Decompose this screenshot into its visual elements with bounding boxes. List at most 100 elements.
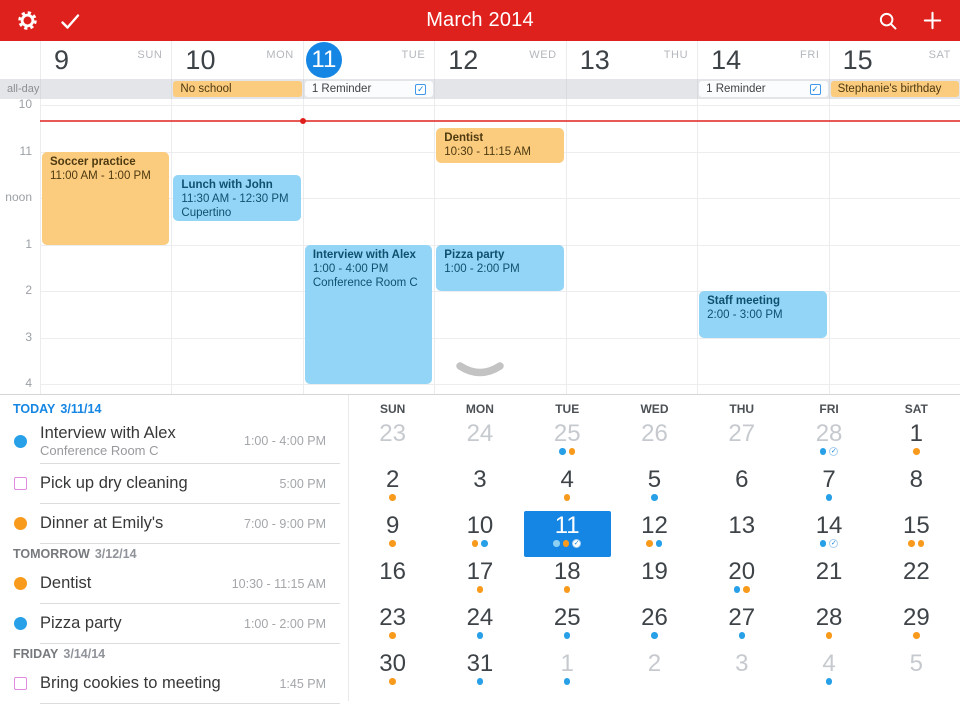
minical-day-selected[interactable]: 11 ✓ (523, 511, 611, 557)
day-header-wed[interactable]: 12 WED (434, 41, 565, 79)
event-time: 1:00 - 2:00 PM (444, 262, 520, 275)
agenda-item-time: 1:00 - 4:00 PM (244, 434, 326, 448)
day-column-line (171, 99, 173, 394)
day-header-sun[interactable]: 9 SUN (40, 41, 171, 79)
all-day-event-pill[interactable]: Stephanie's birthday (830, 81, 959, 97)
search-icon[interactable] (868, 0, 908, 41)
reminder-checkbox[interactable] (0, 477, 40, 490)
blue-dot-icon (563, 678, 571, 685)
agenda-separator (40, 463, 340, 464)
orange-dot-icon (471, 540, 479, 547)
day-header-fri[interactable]: 14 FRI (697, 41, 828, 79)
day-header-tue[interactable]: 11 TUE (302, 41, 434, 79)
minical-day[interactable]: 1 (524, 649, 611, 695)
minical-day[interactable]: 4 (524, 465, 611, 511)
minical-day[interactable]: 5 (873, 649, 960, 695)
agenda-item[interactable]: Pizza party 1:00 - 2:00 PM (0, 604, 348, 643)
all-day-event-pill[interactable]: No school (173, 81, 302, 97)
minical-day-number: 21 (815, 558, 843, 585)
minical-day-dots (611, 539, 698, 548)
reminders-check-icon[interactable] (50, 0, 90, 41)
event-block[interactable]: Dentist 10:30 - 11:15 AM (436, 128, 564, 164)
minical-day[interactable]: 20 (698, 557, 785, 603)
minical-day[interactable]: 17 (436, 557, 523, 603)
day-header-sat[interactable]: 15 SAT (828, 41, 960, 79)
reminder-checkbox-icon[interactable]: ✓ (809, 83, 821, 95)
agenda-item[interactable]: Dinner at Emily's 7:00 - 9:00 PM (0, 504, 348, 543)
minical-day-number: 18 (553, 558, 581, 585)
hour-gridline (40, 105, 960, 106)
drag-handle-icon[interactable] (452, 360, 508, 379)
minical-day[interactable]: 22 (873, 557, 960, 603)
minical-weekday-label: FRI (819, 402, 839, 416)
minical-day-dots (436, 539, 523, 548)
minical-day[interactable]: 26 (611, 419, 698, 465)
settings-gear-icon[interactable] (7, 0, 47, 41)
minical-day[interactable]: 3 (436, 465, 523, 511)
event-block[interactable]: Staff meeting 2:00 - 3:00 PM (699, 291, 827, 338)
minical-day[interactable]: 28 ✓ (785, 419, 872, 465)
event-block[interactable]: Lunch with John 11:30 AM - 12:30 PM Cupert… (173, 174, 301, 222)
agenda-item-text: Pick up dry cleaning (40, 474, 279, 493)
minical-day-number: 17 (466, 558, 494, 585)
agenda-section-label: TOMORROW (13, 547, 90, 561)
event-block[interactable]: Soccer practice 11:00 AM - 1:00 PM (42, 151, 170, 245)
reminder-checkbox[interactable] (0, 677, 40, 690)
minical-week-row: 16 17 18 19 20 21 22 (349, 557, 960, 603)
event-block[interactable]: Pizza party 1:00 - 2:00 PM (436, 244, 564, 291)
minical-weekday-row: SUN MON TUE WED THU FRI SAT (349, 399, 960, 419)
minical-day[interactable]: 31 (436, 649, 523, 695)
minical-day[interactable]: 7 (785, 465, 872, 511)
minical-day[interactable]: 26 (611, 603, 698, 649)
minical-day[interactable]: 8 (873, 465, 960, 511)
minical-day[interactable]: 10 (436, 511, 523, 557)
minical-day-number: 30 (379, 650, 406, 677)
day-header-mon[interactable]: 10 MON (171, 41, 302, 79)
minical-day[interactable]: 4 (785, 649, 872, 695)
all-day-reminder-pill[interactable]: 1 Reminder ✓ (304, 81, 434, 97)
minical-day[interactable]: 3 (698, 649, 785, 695)
minical-day[interactable]: 24 (436, 603, 523, 649)
all-day-reminder-pill[interactable]: 1 Reminder ✓ (699, 81, 828, 97)
minical-day[interactable]: 15 (873, 511, 960, 557)
agenda-section-label: TODAY (13, 402, 56, 416)
agenda-item-text: Dentist (40, 574, 232, 593)
minical-day[interactable]: 28 (785, 603, 872, 649)
blue-dot-icon (819, 448, 827, 455)
minical-day[interactable]: 14 ✓ (785, 511, 872, 557)
day-of-week-label: TUE (401, 49, 426, 61)
day-header-thu[interactable]: 13 THU (565, 41, 697, 79)
reminder-check-badge-icon: ✓ (829, 539, 839, 548)
add-event-plus-icon[interactable] (912, 0, 952, 41)
event-block[interactable]: Interview with Alex 1:00 - 4:00 PM Confere… (304, 244, 433, 384)
minical-day[interactable]: 24 (436, 419, 523, 465)
minical-day[interactable]: 9 (349, 511, 436, 557)
minical-day[interactable]: 29 (873, 603, 960, 649)
minical-day[interactable]: 5 (611, 465, 698, 511)
minical-day[interactable]: 2 (611, 649, 698, 695)
minical-day[interactable]: 27 (698, 419, 785, 465)
minical-day[interactable]: 21 (785, 557, 872, 603)
minical-day[interactable]: 1 (873, 419, 960, 465)
agenda-item[interactable]: Dentist 10:30 - 11:15 AM (0, 564, 348, 603)
agenda-item[interactable]: Bring cookies to meeting 1:45 PM (0, 664, 348, 703)
minical-day[interactable]: 25 (524, 603, 611, 649)
minical-day[interactable]: 16 (349, 557, 436, 603)
minical-day[interactable]: 30 (349, 649, 436, 695)
minical-day[interactable]: 13 (698, 511, 785, 557)
minical-day[interactable]: 12 (611, 511, 698, 557)
agenda-item[interactable]: Interview with Alex Conference Room C 1:00… (0, 419, 348, 463)
agenda-item[interactable]: Pick up dry cleaning 5:00 PM (0, 464, 348, 503)
orange-dot-icon (563, 494, 571, 501)
minical-day[interactable]: 18 (524, 557, 611, 603)
minical-day[interactable]: 2 (349, 465, 436, 511)
minical-day[interactable]: 23 (349, 419, 436, 465)
minical-day[interactable]: 25 (524, 419, 611, 465)
minical-day[interactable]: 27 (698, 603, 785, 649)
minical-day[interactable]: 23 (349, 603, 436, 649)
all-day-cell (565, 79, 697, 99)
minical-day[interactable]: 19 (611, 557, 698, 603)
minical-day[interactable]: 6 (698, 465, 785, 511)
reminder-checkbox-icon[interactable]: ✓ (415, 83, 427, 95)
